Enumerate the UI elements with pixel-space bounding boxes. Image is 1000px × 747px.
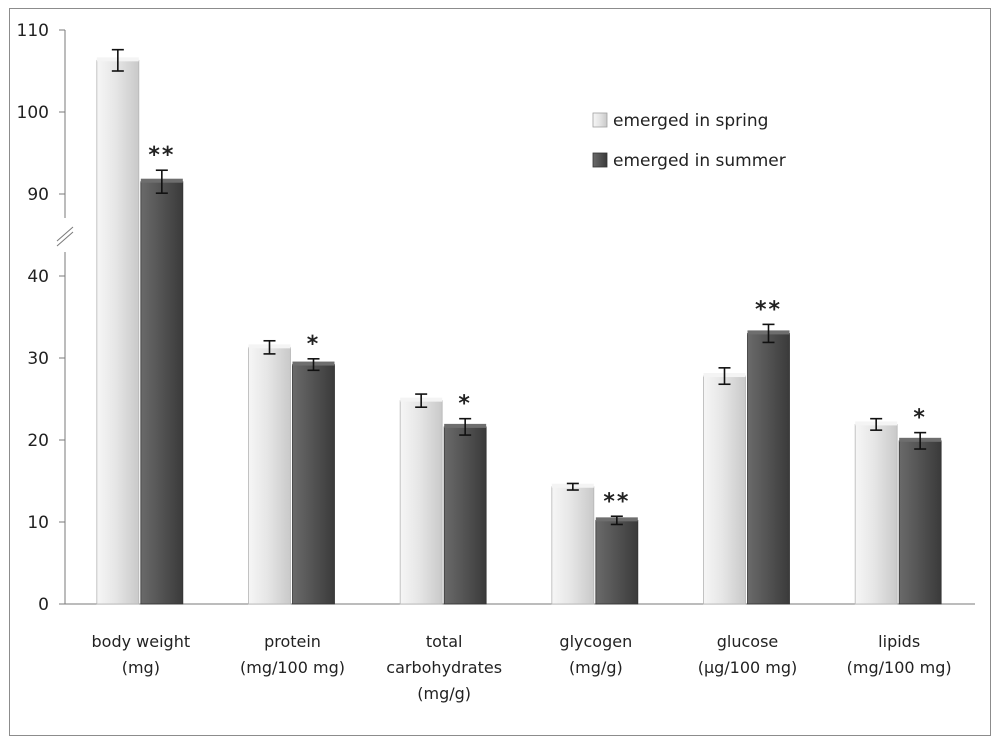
bar (443, 426, 487, 605)
bar (551, 486, 595, 605)
bar (96, 59, 140, 605)
significance-label: * (307, 332, 321, 357)
legend-swatch (592, 112, 608, 128)
x-category-label: protein (264, 632, 321, 651)
significance-label: * (458, 392, 472, 417)
y-tick-label: 10 (27, 513, 49, 533)
legend-label: emerged in spring (613, 111, 768, 131)
x-category-label: carbohydrates (386, 658, 502, 677)
bar (292, 364, 335, 605)
x-category-label: (mg/100 mg) (240, 658, 345, 677)
y-tick-label: 90 (27, 185, 49, 205)
y-tick-label: 40 (27, 267, 49, 287)
significance-label: * (913, 406, 927, 431)
x-category-label: (mg/100 mg) (847, 658, 952, 677)
y-tick-label: 110 (17, 21, 49, 41)
significance-label: ** (755, 297, 782, 322)
significance-label: ** (148, 143, 175, 168)
legend-swatch (592, 152, 608, 168)
y-tick-label: 100 (17, 103, 49, 123)
y-tick-label: 0 (38, 595, 49, 615)
x-category-label: glycogen (559, 632, 632, 651)
x-category-label: total (426, 632, 463, 651)
bar (399, 400, 443, 605)
bar (854, 424, 898, 605)
x-category-label: glucose (717, 632, 779, 651)
bar (747, 332, 790, 605)
bar (595, 519, 639, 605)
x-category-label: (mg/g) (417, 684, 471, 703)
y-tick-label: 30 (27, 349, 49, 369)
x-category-label: (µg/100 mg) (698, 658, 798, 677)
x-category-label: lipids (878, 632, 920, 651)
y-axis-break-mark (56, 231, 74, 247)
y-tick-label: 20 (27, 431, 49, 451)
bar (248, 346, 291, 605)
x-category-label: body weight (92, 632, 191, 651)
bar (703, 375, 746, 605)
x-category-label: (mg/g) (569, 658, 623, 677)
legend-label: emerged in summer (613, 151, 786, 171)
bar (140, 181, 184, 605)
y-axis-break-mark (56, 226, 74, 242)
bar (898, 440, 942, 605)
x-category-label: (mg) (122, 658, 160, 677)
significance-label: ** (603, 489, 630, 514)
